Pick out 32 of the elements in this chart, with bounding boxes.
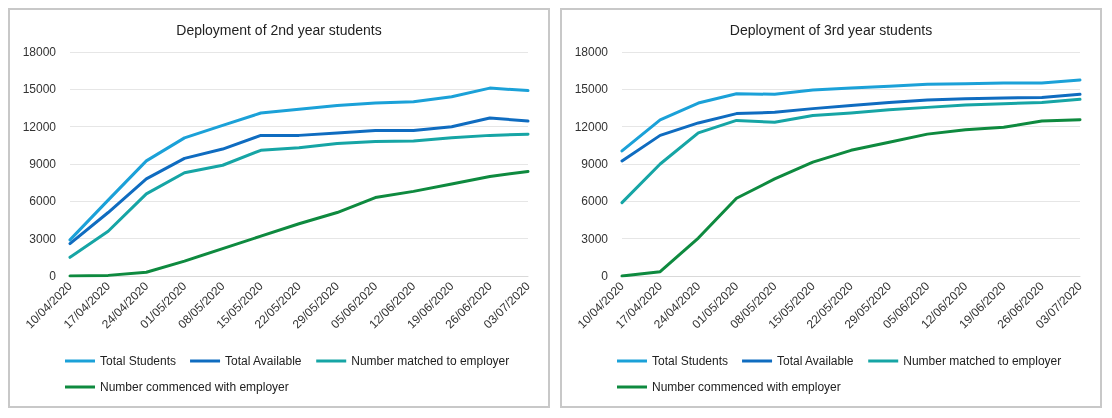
legend-label: Total Available — [225, 354, 302, 368]
y-tick-label: 3000 — [29, 231, 57, 246]
chart-title: Deployment of 2nd year students — [176, 22, 382, 38]
legend-label: Total Students — [652, 354, 729, 368]
y-tick-label: 15000 — [574, 82, 609, 97]
y-tick-label: 0 — [49, 269, 57, 283]
y-tick-label: 6000 — [29, 194, 57, 209]
y-tick-label: 18000 — [574, 45, 609, 59]
line-series — [68, 132, 530, 259]
line-series — [620, 118, 1082, 278]
legend-label: Number matched to employer — [903, 354, 1062, 368]
y-tick-label: 9000 — [29, 157, 57, 171]
y-tick-label: 0 — [601, 269, 609, 283]
line-series — [620, 78, 1082, 153]
legend-label: Total Available — [777, 354, 854, 368]
line-series — [620, 92, 1082, 163]
line-series — [68, 116, 530, 246]
y-tick-label: 12000 — [574, 119, 609, 134]
y-tick-label: 15000 — [22, 82, 57, 97]
legend-label: Number commenced with employer — [652, 380, 841, 394]
legend-label: Number matched to employer — [351, 354, 510, 368]
line-series — [68, 86, 530, 242]
legend-label: Number commenced with employer — [100, 380, 289, 394]
y-tick-label: 3000 — [581, 231, 609, 246]
line-series — [68, 169, 530, 278]
y-tick-label: 9000 — [581, 157, 609, 171]
y-tick-label: 6000 — [581, 194, 609, 209]
legend-label: Total Students — [100, 354, 177, 368]
line-series — [620, 97, 1082, 205]
y-tick-label: 18000 — [22, 45, 57, 59]
y-tick-label: 12000 — [22, 119, 57, 134]
chart-title: Deployment of 3rd year students — [729, 22, 933, 38]
